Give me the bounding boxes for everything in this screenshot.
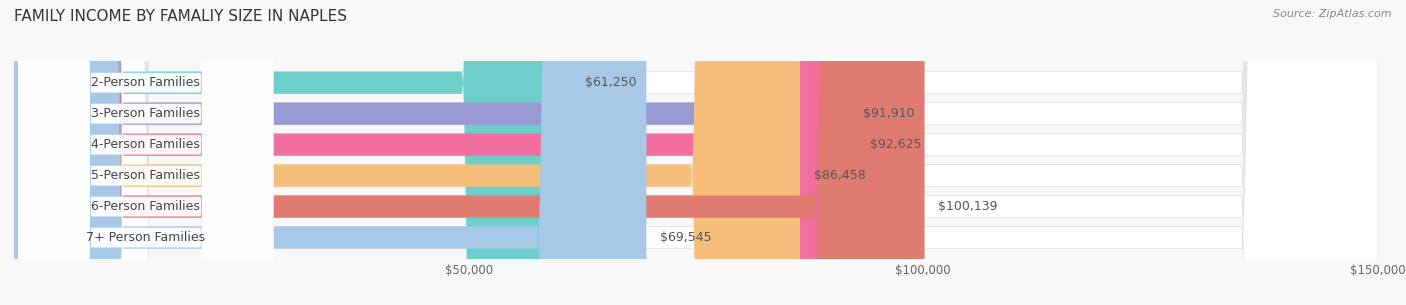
FancyBboxPatch shape	[14, 0, 1378, 305]
FancyBboxPatch shape	[14, 0, 856, 305]
FancyBboxPatch shape	[14, 0, 1378, 305]
Text: 6-Person Families: 6-Person Families	[91, 200, 200, 213]
Text: 5-Person Families: 5-Person Families	[91, 169, 201, 182]
FancyBboxPatch shape	[14, 0, 1378, 305]
FancyBboxPatch shape	[18, 0, 273, 305]
Text: $100,139: $100,139	[938, 200, 998, 213]
Text: 4-Person Families: 4-Person Families	[91, 138, 200, 151]
FancyBboxPatch shape	[14, 0, 571, 305]
FancyBboxPatch shape	[18, 0, 273, 305]
FancyBboxPatch shape	[14, 0, 1378, 305]
FancyBboxPatch shape	[14, 0, 849, 305]
FancyBboxPatch shape	[14, 0, 800, 305]
FancyBboxPatch shape	[14, 0, 1378, 305]
Text: Source: ZipAtlas.com: Source: ZipAtlas.com	[1274, 9, 1392, 19]
Text: $86,458: $86,458	[814, 169, 866, 182]
Text: 7+ Person Families: 7+ Person Families	[86, 231, 205, 244]
FancyBboxPatch shape	[18, 0, 273, 305]
Text: 3-Person Families: 3-Person Families	[91, 107, 200, 120]
Text: FAMILY INCOME BY FAMALIY SIZE IN NAPLES: FAMILY INCOME BY FAMALIY SIZE IN NAPLES	[14, 9, 347, 24]
Text: 2-Person Families: 2-Person Families	[91, 76, 200, 89]
FancyBboxPatch shape	[14, 0, 647, 305]
FancyBboxPatch shape	[18, 0, 273, 305]
FancyBboxPatch shape	[14, 0, 925, 305]
FancyBboxPatch shape	[18, 0, 273, 305]
FancyBboxPatch shape	[14, 0, 1378, 305]
Text: $61,250: $61,250	[585, 76, 637, 89]
Text: $91,910: $91,910	[863, 107, 915, 120]
FancyBboxPatch shape	[18, 0, 273, 305]
Text: $92,625: $92,625	[870, 138, 921, 151]
Text: $69,545: $69,545	[659, 231, 711, 244]
